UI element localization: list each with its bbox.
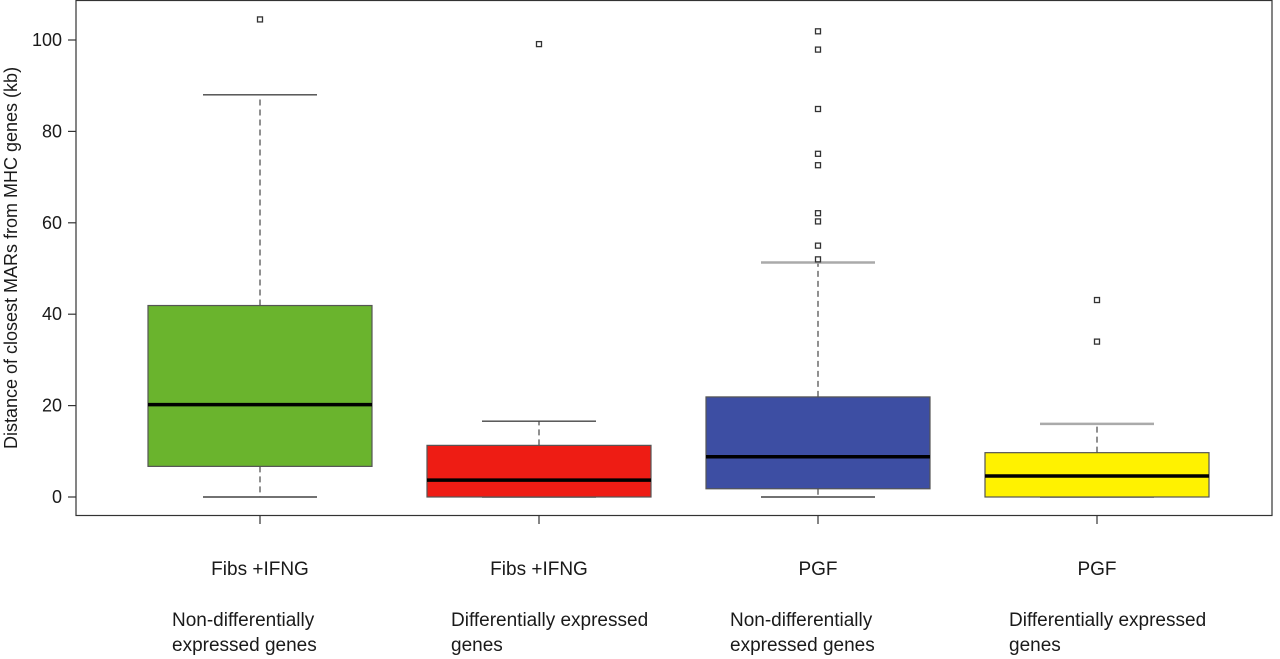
y-tick-label: 60 [42, 213, 62, 233]
x-axis: Fibs +IFNG Non-differentially expressed ge… [172, 516, 1206, 656]
x-tick-sublabel: genes [1009, 635, 1061, 656]
iqr-box [147, 304, 373, 467]
y-tick-label: 0 [52, 487, 62, 507]
outlier-point [814, 218, 822, 225]
x-tick-label: Fibs +IFNG [490, 559, 588, 580]
x-tick-sublabel: genes [451, 635, 503, 656]
outlier-point [814, 210, 822, 217]
x-tick-label: PGF [798, 559, 837, 580]
outlier-point [256, 16, 264, 23]
x-tick-sublabel: expressed genes [730, 635, 875, 656]
y-axis: 0 20 40 60 80 100 [32, 30, 76, 507]
y-axis-title: Distance of closest MARs from MHC genes … [1, 67, 21, 449]
outlier-point [535, 40, 543, 48]
outlier-point [814, 242, 822, 249]
x-tick-sublabel: Non-differentially [172, 610, 315, 631]
outlier-point [814, 105, 822, 113]
outlier-point [1093, 338, 1101, 345]
box-group [426, 40, 652, 498]
box-group [147, 16, 373, 498]
boxes-layer [147, 16, 1210, 498]
y-tick-label: 80 [42, 121, 62, 141]
x-tick-label: PGF [1077, 559, 1116, 580]
x-tick-sublabel: Non-differentially [730, 610, 873, 631]
iqr-box [705, 396, 931, 490]
outlier-point [814, 46, 822, 53]
box-group [984, 296, 1210, 498]
x-tick-sublabel: expressed genes [172, 635, 317, 656]
outlier-point [814, 256, 822, 263]
box-group [705, 28, 931, 498]
x-tick-label: Fibs +IFNG [211, 559, 309, 580]
y-tick-label: 40 [42, 304, 62, 324]
y-tick-label: 100 [32, 30, 62, 50]
x-tick-sublabel: Differentially expressed [1009, 610, 1206, 631]
outlier-point [814, 150, 822, 157]
outlier-point [814, 162, 822, 169]
outlier-point [814, 28, 822, 35]
x-tick-sublabel: Differentially expressed [451, 610, 648, 631]
y-tick-label: 20 [42, 396, 62, 416]
plot-frame [75, 0, 1273, 517]
outlier-point [1093, 296, 1101, 304]
iqr-box [426, 444, 652, 498]
